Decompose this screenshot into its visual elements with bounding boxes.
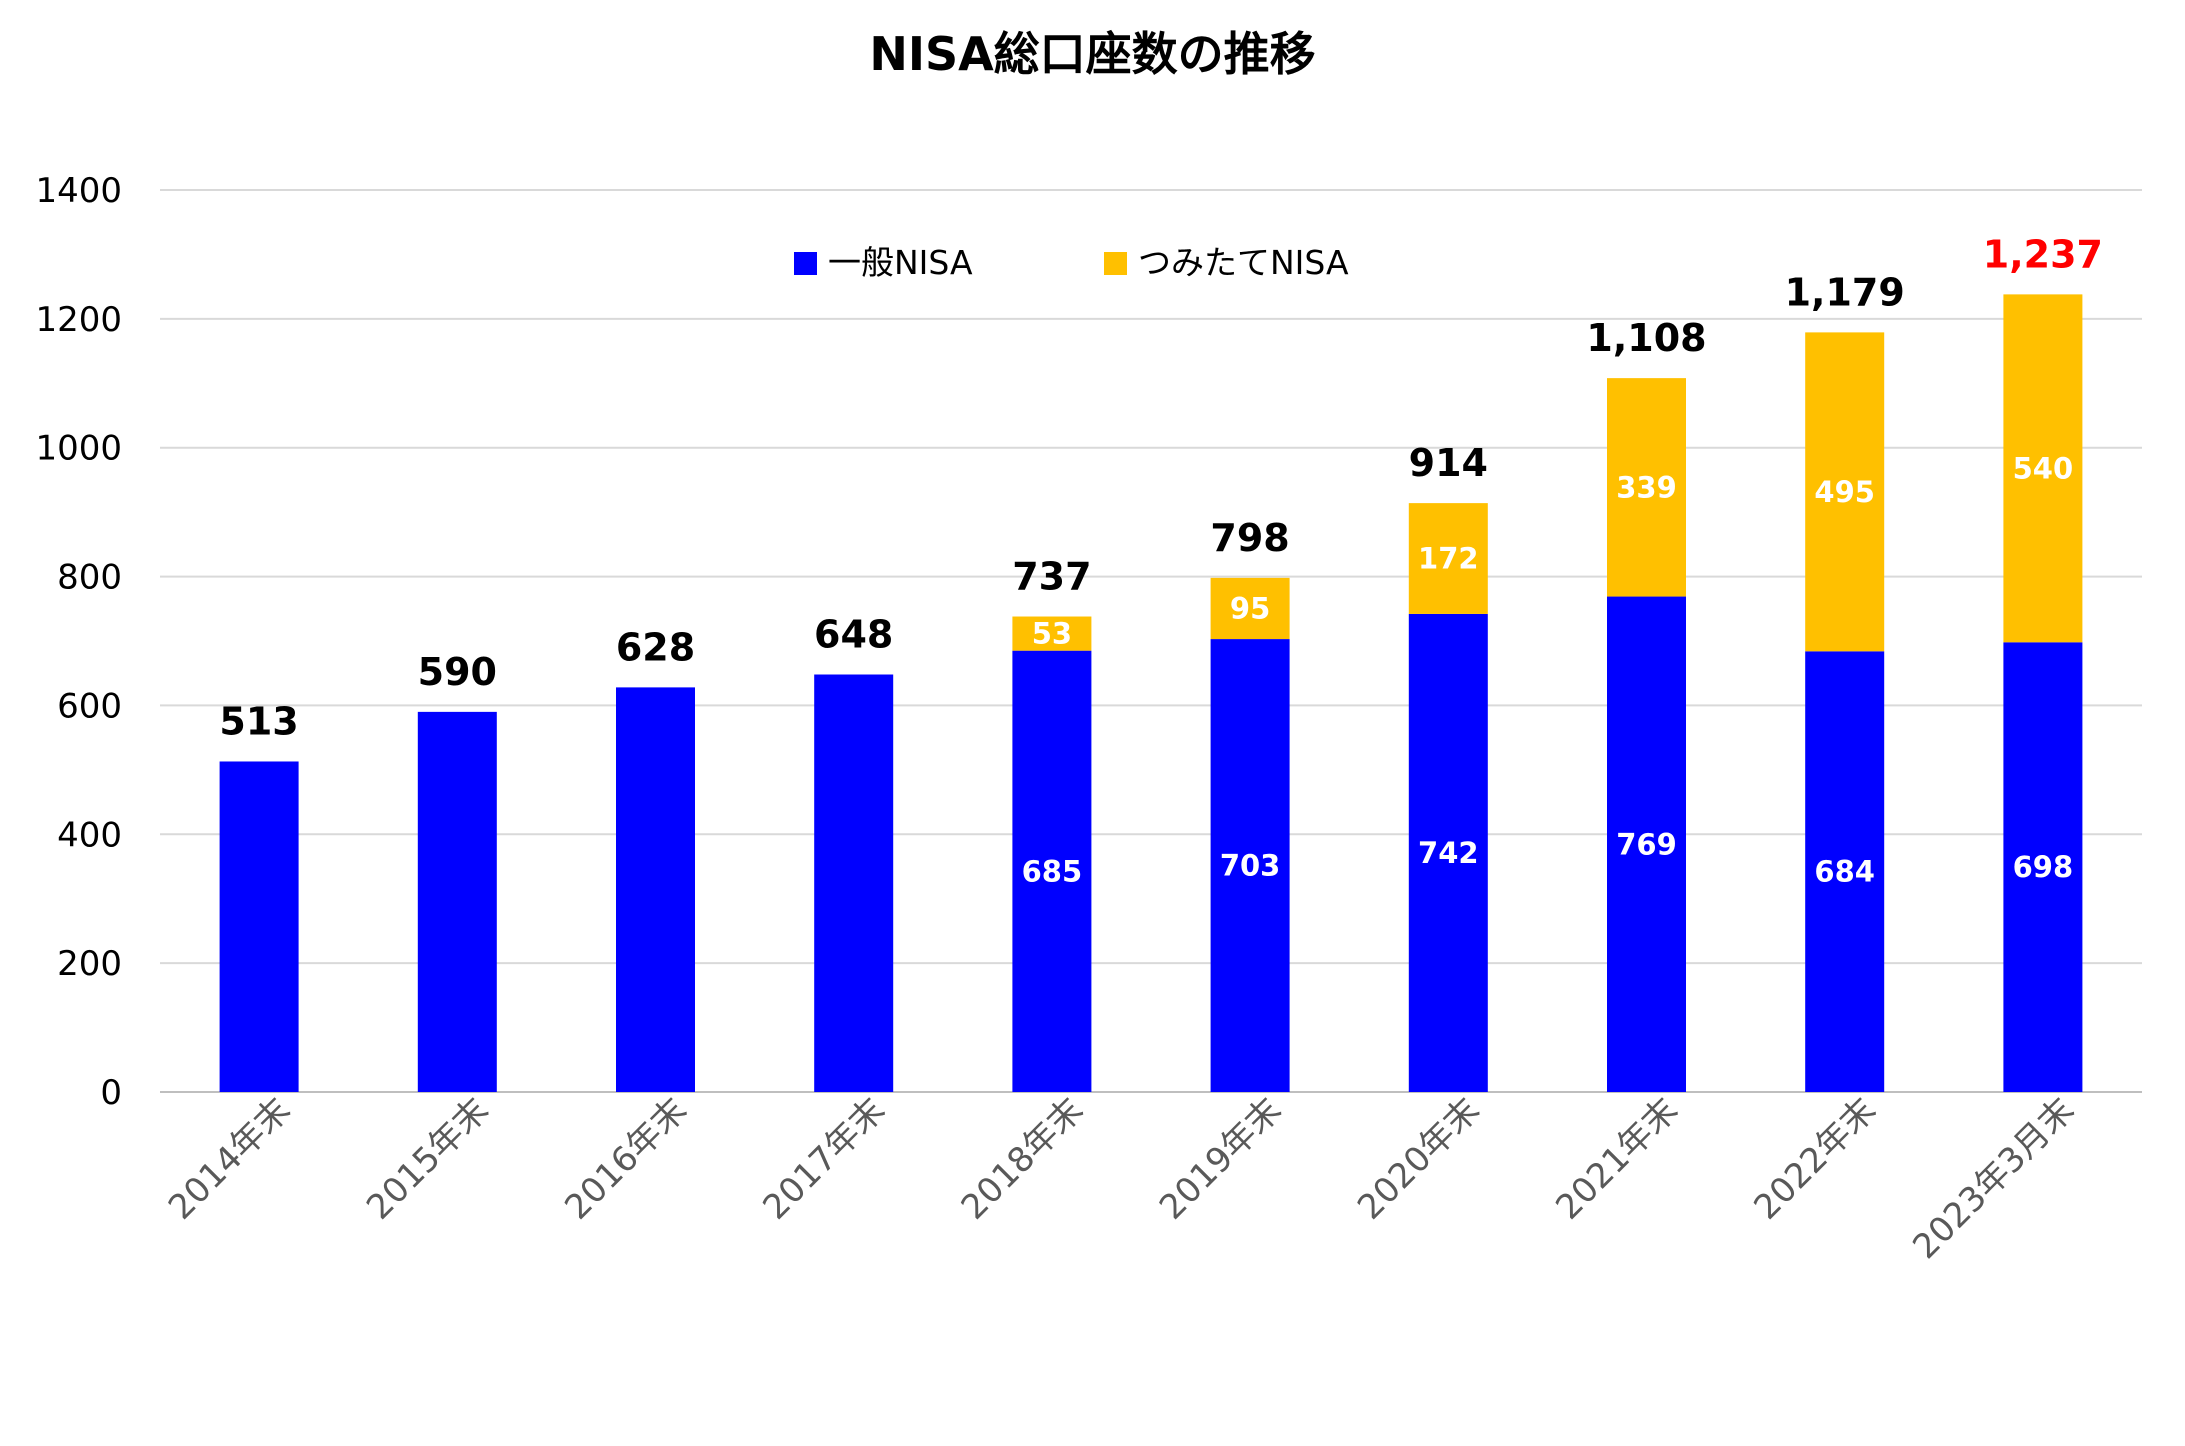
x-tick-label: 2018年末 xyxy=(954,1090,1092,1228)
segment-data-label: 685 xyxy=(1022,854,1083,888)
bar-ippan xyxy=(616,687,695,1092)
x-axis-ticks: 2014年末 2015年末 2016年末 2017年末 2018年末 2019年末 2020… xyxy=(161,1090,2082,1267)
y-tick-label: 200 xyxy=(57,944,122,984)
x-tick-label: 2017年末 xyxy=(756,1090,894,1228)
total-data-label: 1,237 xyxy=(1983,232,2103,276)
total-data-label: 628 xyxy=(616,625,695,669)
x-tick-label: 2022年末 xyxy=(1747,1090,1885,1228)
y-tick-label: 1200 xyxy=(35,300,122,340)
bar-ippan xyxy=(219,761,299,1092)
chart-title: NISA総口座数の推移 xyxy=(869,27,1316,81)
x-tick-label: 2019年末 xyxy=(1152,1090,1290,1228)
bar-ippan xyxy=(1805,651,1885,1092)
bar-ippan xyxy=(1012,650,1092,1092)
segment-data-label: 495 xyxy=(1814,475,1875,509)
y-tick-label: 1400 xyxy=(35,171,122,211)
bars: 513 590 628 648 685 53 737 703 95 798 742 172 914 769… xyxy=(219,232,2103,1092)
total-data-label: 1,108 xyxy=(1586,316,1706,360)
y-tick-label: 1000 xyxy=(35,429,122,469)
segment-data-label: 172 xyxy=(1418,542,1479,576)
bar-tsumitate xyxy=(1408,503,1488,614)
bar-ippan xyxy=(1408,613,1488,1092)
segment-data-label: 53 xyxy=(1032,617,1072,651)
legend-label-ippan: 一般NISA xyxy=(828,243,973,282)
bar-tsumitate xyxy=(1210,577,1290,640)
bar-ippan xyxy=(814,674,894,1092)
total-data-label: 737 xyxy=(1012,555,1091,599)
x-tick-label: 2015年末 xyxy=(359,1090,497,1228)
legend-swatch-ippan xyxy=(794,252,817,275)
segment-data-label: 540 xyxy=(2013,451,2074,485)
total-data-label: 914 xyxy=(1409,441,1488,485)
x-tick-label: 2020年末 xyxy=(1350,1090,1488,1228)
total-data-label: 590 xyxy=(418,650,497,694)
segment-data-label: 742 xyxy=(1418,836,1479,870)
x-tick-label: 2014年末 xyxy=(161,1090,299,1228)
bar-tsumitate xyxy=(1607,378,1686,597)
bar-ippan xyxy=(417,711,497,1092)
legend-swatch-tsumitate xyxy=(1104,252,1127,275)
x-tick-label: 2021年末 xyxy=(1548,1090,1686,1228)
segment-data-label: 339 xyxy=(1616,470,1677,504)
total-data-label: 1,179 xyxy=(1785,270,1905,314)
legend: 一般NISA つみたてNISA xyxy=(794,243,1349,282)
bar-ippan xyxy=(1210,639,1290,1092)
bar-tsumitate xyxy=(2003,294,2083,643)
total-data-label: 513 xyxy=(219,699,298,743)
bar-tsumitate xyxy=(1012,616,1092,651)
y-tick-label: 600 xyxy=(57,686,122,726)
bar-ippan xyxy=(1607,596,1686,1092)
x-tick-label: 2023年3月末 xyxy=(1905,1090,2082,1267)
x-tick-label: 2016年末 xyxy=(557,1090,695,1228)
segment-data-label: 684 xyxy=(1814,855,1875,889)
legend-label-tsumitate: つみたてNISA xyxy=(1138,243,1349,282)
segment-data-label: 698 xyxy=(2013,850,2074,884)
segment-data-label: 703 xyxy=(1220,849,1281,883)
y-axis-ticks: 0 200 400 600 800 1000 1200 1400 xyxy=(35,171,122,1113)
y-tick-label: 800 xyxy=(57,558,122,598)
bar-ippan xyxy=(2003,642,2083,1092)
segment-data-label: 769 xyxy=(1616,827,1677,861)
bar-tsumitate xyxy=(1805,332,1885,652)
segment-data-label: 95 xyxy=(1230,591,1270,625)
total-data-label: 648 xyxy=(814,613,893,657)
y-tick-label: 400 xyxy=(57,815,122,855)
total-data-label: 798 xyxy=(1210,516,1289,560)
y-tick-label: 0 xyxy=(100,1073,122,1113)
